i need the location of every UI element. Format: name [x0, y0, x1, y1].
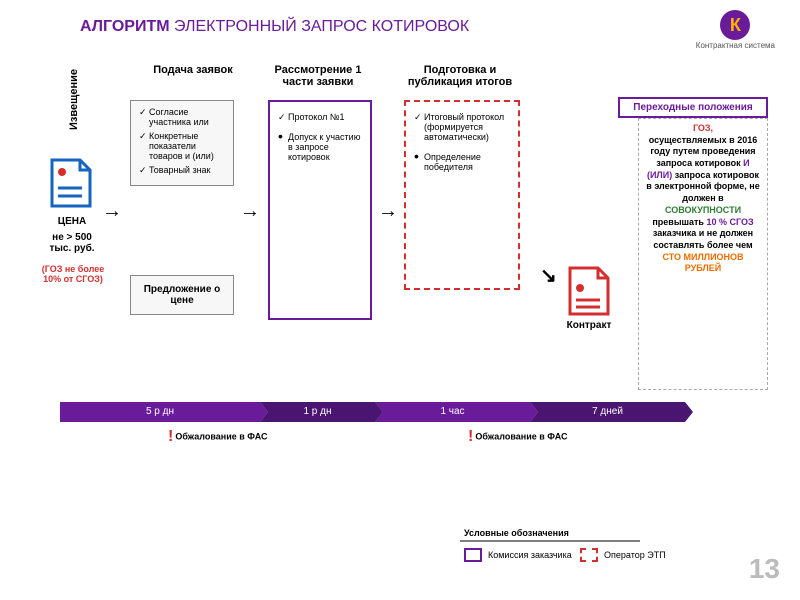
logo-circle-icon: К — [720, 10, 750, 40]
review-item: Протокол №1 — [278, 112, 362, 122]
transitional-box: Переходные положения — [618, 97, 768, 118]
legend-title: Условные обозначения — [464, 528, 569, 538]
price-note: (ГОЗ не более 10% от СГОЗ) — [38, 264, 108, 284]
results-box: Итоговый протокол (формируется автоматич… — [404, 100, 520, 290]
side-line: ГОЗ, — [693, 123, 713, 133]
legend-label: Оператор ЭТП — [604, 550, 666, 560]
legend-row-2: Оператор ЭТП — [580, 548, 666, 562]
arrow-3-icon: → — [378, 200, 398, 223]
slide-title: АЛГОРИТМ ЭЛЕКТРОННЫЙ ЗАПРОС КОТИРОВОК — [80, 18, 469, 36]
arrow-4-icon: ↘ — [540, 263, 557, 288]
submission-item: Конкретные показатели товаров и (или) — [139, 131, 225, 161]
page-number: 13 — [749, 553, 780, 585]
legend-divider — [460, 540, 640, 542]
title-bold: АЛГОРИТМ — [80, 18, 170, 35]
side-line: СОВОКУПНОСТИ — [665, 205, 741, 215]
submission-item: Согласие участника или — [139, 107, 225, 127]
logo-text: Контрактная система — [696, 42, 775, 50]
price-sub: не > 500 тыс. руб. — [42, 232, 102, 254]
logo: К Контрактная система — [696, 10, 775, 50]
timeline-seg-4: 7 дней — [530, 402, 685, 422]
side-line: 10 % СГОЗ — [706, 217, 753, 227]
submission-item: Товарный знак — [139, 165, 225, 175]
contract-doc-icon — [568, 266, 610, 316]
submission-box: Согласие участника или Конкретные показа… — [130, 100, 234, 186]
side-line: осуществляемых в 2016 году путем проведе… — [649, 135, 757, 168]
legend-label: Комиссия заказчика — [488, 550, 572, 560]
price-offer-box: Предложение о цене — [130, 275, 234, 315]
side-line: СТО МИЛЛИОНОВ РУБЛЕЙ — [662, 252, 743, 274]
legend-swatch-purple-icon — [464, 548, 482, 562]
bang-icon: ! — [168, 428, 173, 445]
timeline-bar: 5 р дн 1 р дн 1 час 7 дней — [60, 402, 700, 422]
contract-label: Контракт — [559, 320, 619, 331]
price-label: ЦЕНА — [42, 216, 102, 227]
arrow-1-icon: → — [102, 200, 122, 223]
review-item: Допуск к участию в запросе котировок — [278, 132, 362, 162]
appeal-text: Обжалование в ФАС — [175, 431, 267, 441]
side-text-box: ГОЗ, осуществляемых в 2016 году путем пр… — [638, 118, 768, 390]
arrow-2-icon: → — [240, 200, 260, 223]
results-item: Итоговый протокол (формируется автоматич… — [414, 112, 510, 142]
bang-icon: ! — [468, 428, 473, 445]
appeal-text: Обжалование в ФАС — [475, 431, 567, 441]
appeal-1: !Обжалование в ФАС — [168, 428, 268, 446]
legend-swatch-red-icon — [580, 548, 598, 562]
col1-header: Подача заявок — [143, 64, 243, 76]
appeal-2: !Обжалование в ФАС — [468, 428, 568, 446]
side-line: заказчика и не должен составлять более ч… — [653, 228, 753, 250]
review-box: Протокол №1 Допуск к участию в запросе к… — [268, 100, 372, 320]
timeline-seg-2: 1 р дн — [260, 402, 375, 422]
col3-header: Подготовка и публикация итогов — [395, 64, 525, 88]
title-rest: ЭЛЕКТРОННЫЙ ЗАПРОС КОТИРОВОК — [174, 18, 469, 35]
timeline-seg-3: 1 час — [375, 402, 530, 422]
results-item: Определение победителя — [414, 152, 510, 172]
notice-doc-icon — [50, 158, 92, 208]
side-line: превышать — [652, 217, 704, 227]
col2-header: Рассмотрение 1 части заявки — [263, 64, 373, 88]
timeline-seg-1: 5 р дн — [60, 402, 260, 422]
col-notice-label: Извещение — [68, 69, 80, 130]
legend-row-1: Комиссия заказчика — [464, 548, 572, 562]
